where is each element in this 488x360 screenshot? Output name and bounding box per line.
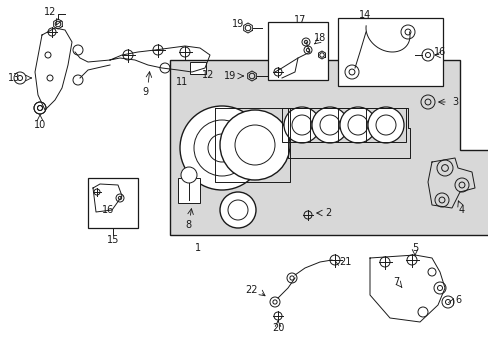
Text: 12: 12 bbox=[44, 7, 56, 17]
Bar bbox=[337, 18, 442, 86]
Polygon shape bbox=[170, 60, 488, 235]
Bar bbox=[309, 108, 349, 142]
Text: 3: 3 bbox=[451, 97, 457, 107]
Text: 9: 9 bbox=[142, 87, 148, 97]
Circle shape bbox=[220, 192, 256, 228]
Text: 6: 6 bbox=[454, 295, 460, 305]
Text: 15: 15 bbox=[106, 235, 119, 245]
Text: 14: 14 bbox=[358, 10, 370, 20]
Text: 12: 12 bbox=[202, 70, 214, 80]
Text: 8: 8 bbox=[184, 220, 191, 230]
Text: 5: 5 bbox=[411, 243, 417, 253]
Bar bbox=[282, 108, 321, 142]
Text: 16: 16 bbox=[433, 47, 445, 57]
Text: 19: 19 bbox=[231, 19, 244, 29]
Text: 13: 13 bbox=[8, 73, 20, 83]
Text: 4: 4 bbox=[458, 205, 464, 215]
Text: 20: 20 bbox=[271, 323, 284, 333]
Text: 22: 22 bbox=[245, 285, 258, 295]
Text: 17: 17 bbox=[293, 15, 305, 25]
Text: 10: 10 bbox=[34, 120, 46, 130]
Text: 18: 18 bbox=[313, 33, 325, 43]
Text: 1: 1 bbox=[195, 243, 201, 253]
Bar bbox=[365, 108, 405, 142]
Circle shape bbox=[180, 106, 264, 190]
Circle shape bbox=[339, 107, 375, 143]
Circle shape bbox=[220, 110, 289, 180]
Circle shape bbox=[181, 167, 197, 183]
Text: 19: 19 bbox=[224, 71, 236, 81]
Circle shape bbox=[284, 107, 319, 143]
Circle shape bbox=[367, 107, 403, 143]
Bar bbox=[337, 108, 377, 142]
Bar bbox=[88, 178, 138, 228]
Text: 21: 21 bbox=[338, 257, 350, 267]
Bar bbox=[178, 178, 200, 203]
Text: 7: 7 bbox=[392, 277, 398, 287]
Text: 2: 2 bbox=[324, 208, 330, 218]
Circle shape bbox=[311, 107, 347, 143]
Text: 16: 16 bbox=[102, 205, 114, 215]
Bar bbox=[267, 22, 327, 80]
Text: 11: 11 bbox=[176, 77, 188, 87]
Bar bbox=[190, 62, 205, 74]
